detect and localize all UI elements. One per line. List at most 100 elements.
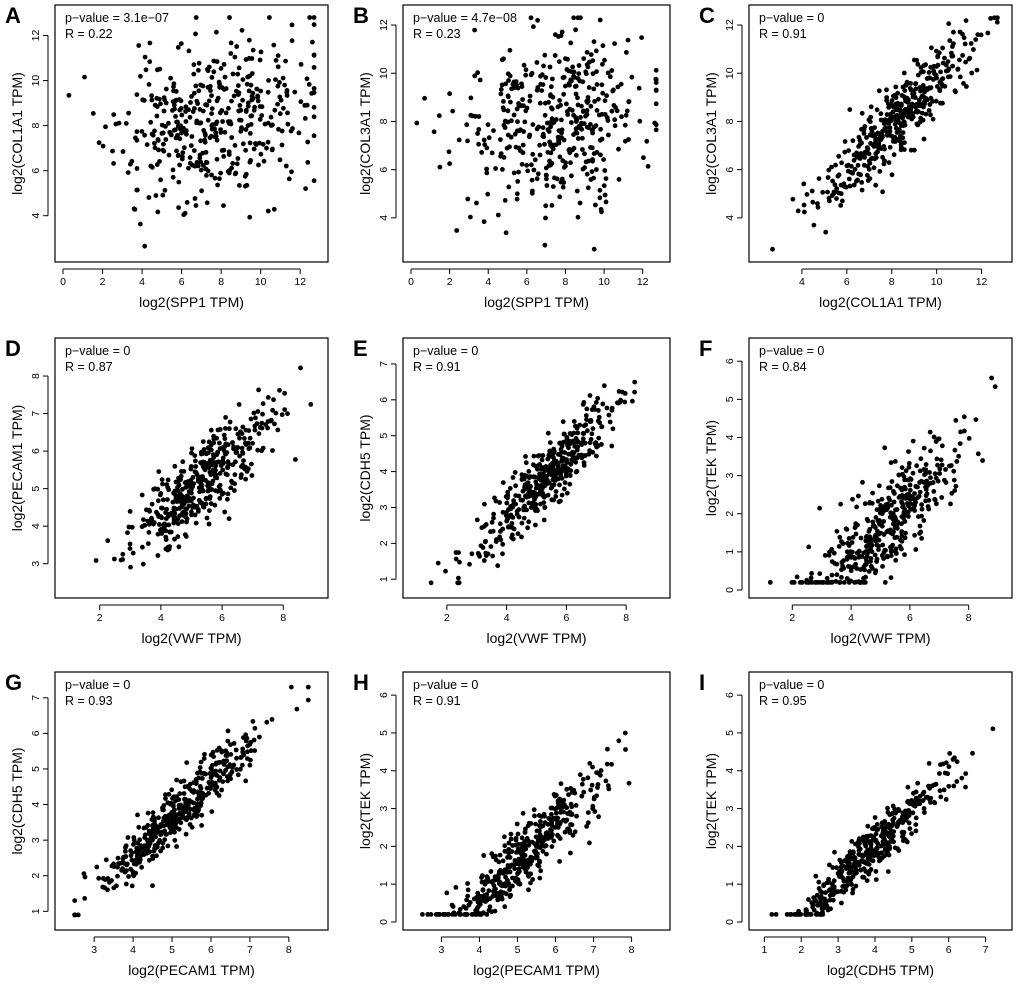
data-point [311, 178, 317, 184]
data-point [815, 204, 821, 210]
data-point [236, 402, 242, 407]
y-tick-label: 3 [30, 837, 42, 843]
data-point [817, 571, 823, 576]
data-point [570, 832, 576, 838]
data-point [187, 114, 193, 120]
data-point [860, 479, 865, 485]
data-point [94, 864, 100, 870]
data-point [527, 98, 533, 104]
data-point [526, 838, 531, 844]
data-point [548, 827, 553, 832]
data-point [204, 102, 210, 108]
data-point [524, 481, 530, 486]
y-tick-label: 6 [724, 358, 736, 364]
data-point [978, 32, 984, 38]
data-point [473, 113, 478, 119]
x-tick-label: 3 [91, 944, 97, 956]
data-point [922, 472, 927, 478]
data-point [574, 130, 580, 136]
data-point [500, 551, 505, 557]
data-point [850, 170, 855, 176]
data-point [218, 66, 224, 71]
data-point [908, 81, 913, 86]
data-point [272, 107, 278, 113]
data-point [275, 101, 280, 107]
data-point [625, 37, 631, 43]
data-point [910, 91, 915, 97]
data-point [618, 81, 624, 87]
data-point [848, 568, 854, 574]
data-point [485, 875, 491, 881]
y-tick-label: 2 [724, 843, 736, 849]
data-point [199, 823, 205, 828]
data-point [600, 43, 606, 49]
data-point [270, 407, 275, 413]
data-point [163, 537, 169, 542]
data-point [115, 864, 120, 870]
data-point [572, 84, 578, 89]
data-point [96, 875, 102, 881]
data-point [834, 865, 839, 871]
data-point [844, 576, 850, 581]
data-point [883, 846, 888, 851]
data-point [226, 516, 232, 522]
data-point [189, 509, 194, 515]
data-point [204, 160, 210, 166]
data-point [431, 129, 437, 135]
data-point [829, 546, 835, 552]
data-point [898, 485, 903, 491]
data-point [577, 422, 583, 428]
data-point [478, 912, 484, 917]
data-point [556, 833, 561, 839]
data-point [854, 178, 859, 184]
data-point [136, 824, 142, 830]
r-value-label: R = 0.84 [759, 360, 807, 374]
data-point [866, 529, 872, 534]
data-point [641, 155, 646, 161]
data-point [208, 88, 213, 93]
data-point [181, 499, 187, 504]
data-point [607, 74, 613, 80]
data-point [556, 138, 561, 143]
data-point [876, 131, 882, 137]
data-point [930, 480, 936, 485]
data-point [555, 104, 561, 110]
data-point [533, 502, 539, 507]
data-point [169, 810, 175, 815]
data-point [808, 912, 814, 917]
data-point [511, 498, 516, 503]
data-point [414, 120, 420, 126]
data-point [197, 120, 203, 126]
data-point [217, 176, 222, 182]
data-point [504, 500, 510, 506]
data-point [619, 114, 624, 120]
data-point [603, 176, 609, 182]
data-point [934, 456, 940, 462]
data-point [217, 775, 223, 780]
data-point [550, 477, 556, 483]
data-point [156, 514, 162, 519]
data-point [921, 806, 927, 811]
data-point [252, 748, 258, 753]
panel-letter: D [5, 336, 21, 361]
data-point [935, 462, 940, 468]
data-point [839, 160, 844, 166]
data-point [526, 842, 532, 848]
y-tick-label: 8 [30, 373, 42, 379]
data-point [813, 580, 819, 585]
data-point [901, 147, 907, 153]
data-point [921, 789, 927, 795]
data-point [847, 849, 853, 855]
data-point [833, 162, 838, 168]
data-point [149, 131, 155, 137]
data-point [877, 506, 883, 512]
data-point [652, 120, 658, 126]
data-point [311, 22, 317, 27]
data-point [519, 835, 525, 841]
data-point [861, 866, 867, 872]
data-point [937, 471, 942, 476]
data-point [239, 27, 245, 33]
data-point [919, 536, 924, 541]
data-point [502, 904, 508, 910]
data-point [538, 73, 543, 79]
